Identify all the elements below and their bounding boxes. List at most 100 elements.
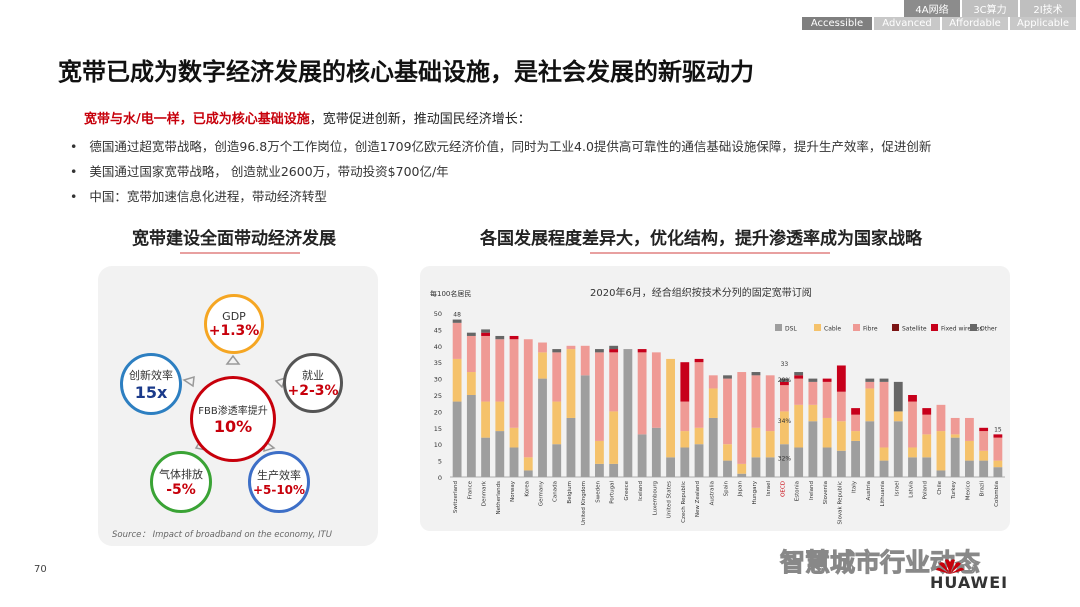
bar-segment: [481, 332, 490, 336]
bar-segment: [637, 434, 647, 477]
bar-segment: [466, 335, 476, 373]
x-tick-label: Italy: [852, 480, 858, 493]
node-jobs-label: 就业: [302, 369, 324, 382]
x-tick-label: Japan: [738, 480, 744, 497]
tab-2i[interactable]: 2I技术: [1020, 0, 1076, 17]
center-value: 10%: [213, 417, 253, 436]
bar-segment: [538, 342, 547, 353]
bar-segment: [708, 388, 718, 418]
bar-segment: [552, 349, 562, 353]
bar-segment: [680, 431, 690, 448]
bar-segment: [780, 411, 789, 445]
bar-segment: [908, 447, 917, 458]
page-title: 宽带已成为数字经济发展的核心基础设施，是社会发展的新驱动力: [58, 58, 754, 86]
bar-segment: [993, 467, 1003, 477]
annotation-oecd-fibre: 29%: [778, 377, 792, 384]
bar-segment: [908, 401, 917, 448]
bar-segment: [452, 322, 462, 359]
y-tick-label: 10: [434, 441, 442, 449]
bar-segment: [452, 358, 462, 402]
arrow-innovation: [182, 375, 195, 388]
bar-segment: [965, 417, 974, 441]
bar-segment: [452, 401, 462, 477]
y-tick-label: 30: [434, 376, 442, 384]
bar-segment: [452, 319, 462, 323]
bar-segment: [680, 447, 690, 477]
left-heading-underline: [180, 252, 300, 254]
bar-segment: [794, 375, 804, 379]
bar-segment: [794, 372, 804, 376]
bar-segment: [481, 329, 490, 333]
x-tick-label: Poland: [923, 481, 929, 499]
bar-segment: [595, 349, 604, 353]
bar-segment: [950, 434, 960, 438]
bar-segment: [893, 411, 903, 422]
tab-4a[interactable]: 4A网络: [904, 0, 960, 17]
arrow-gdp: [225, 354, 241, 365]
bar-segment: [580, 375, 590, 477]
bar-segment: [694, 358, 704, 363]
node-efficiency-value: +5-10%: [252, 483, 306, 497]
bar-segment: [481, 437, 490, 477]
bar-segment: [808, 404, 818, 422]
bar-segment: [680, 362, 690, 402]
bar-segment: [993, 434, 1003, 438]
tab-applicable[interactable]: Applicable: [1010, 17, 1076, 30]
x-tick-label: Latvia: [909, 481, 915, 498]
bar-segment: [538, 378, 547, 477]
broadband-chart: 2020年6月，经合组织按技术分列的固定宽带订阅 每100名居民 0 5 10 15 20 2…: [430, 286, 1005, 525]
bar-segment: [481, 335, 490, 402]
tab-affordable[interactable]: Affordable: [942, 17, 1008, 30]
bar-segment: [723, 375, 732, 379]
bar-segment: [822, 447, 832, 477]
bar-segment: [936, 470, 946, 477]
bar-segment: [737, 473, 747, 477]
intro-line: 宽带与水/电一样，已成为核心基础设施，宽带促进创新，推动国民经济增长：: [84, 108, 531, 127]
bar-segment: [495, 339, 505, 402]
bar-segment: [893, 421, 903, 477]
bar-segment: [666, 457, 675, 477]
annotation-oecd-dsl: 32%: [778, 456, 792, 463]
bar-segment: [523, 339, 533, 458]
tab-advanced[interactable]: Advanced: [874, 17, 940, 30]
bar-segment: [979, 460, 989, 477]
annotation-oecd-total: 33: [781, 361, 789, 368]
bar-segment: [794, 378, 804, 405]
bar-segment: [922, 457, 932, 477]
bar-segment: [595, 440, 604, 464]
bar-segment: [794, 447, 804, 477]
bar-segment: [908, 395, 917, 402]
x-tick-label: Spain: [724, 480, 730, 496]
bar-segment: [737, 463, 747, 474]
node-innovation: 创新效率 15x: [120, 353, 182, 415]
bar-segment: [723, 378, 732, 445]
node-efficiency-label: 生产效率: [257, 469, 301, 482]
tab-accessible[interactable]: Accessible: [802, 17, 872, 30]
bar-segment: [851, 408, 860, 415]
tab-3c[interactable]: 3C算力: [962, 0, 1018, 17]
bar-segment: [609, 345, 619, 350]
bar-segment: [595, 463, 604, 477]
bar-segment: [865, 381, 875, 389]
bar-segment: [523, 470, 533, 477]
bar-segment: [851, 431, 860, 441]
intro-highlight: 宽带与水/电一样，已成为核心基础设施: [84, 112, 310, 127]
y-tick-label: 45: [434, 326, 442, 334]
bar-segment: [751, 372, 761, 376]
x-tick-label: Israel: [894, 481, 900, 497]
bar-segment: [466, 332, 476, 336]
x-tick-label: Ireland: [809, 481, 815, 500]
node-efficiency: 生产效率 +5-10%: [248, 451, 310, 513]
x-tick-label: Belgium: [567, 481, 573, 504]
bar-segment: [780, 381, 789, 386]
brand-wordmark: HUAWEI: [930, 573, 1009, 592]
bar-segment: [936, 431, 946, 471]
bar-segment: [538, 352, 547, 379]
bar-segment: [580, 345, 590, 376]
bar-segment: [708, 375, 718, 389]
center-circle: FBB渗透率提升 10%: [190, 376, 276, 462]
page-number: 70: [34, 564, 47, 575]
bar-segment: [979, 431, 989, 451]
x-tick-label: Slovenia: [823, 481, 829, 504]
intro-rest: ，宽带促进创新，推动国民经济增长：: [309, 112, 531, 127]
